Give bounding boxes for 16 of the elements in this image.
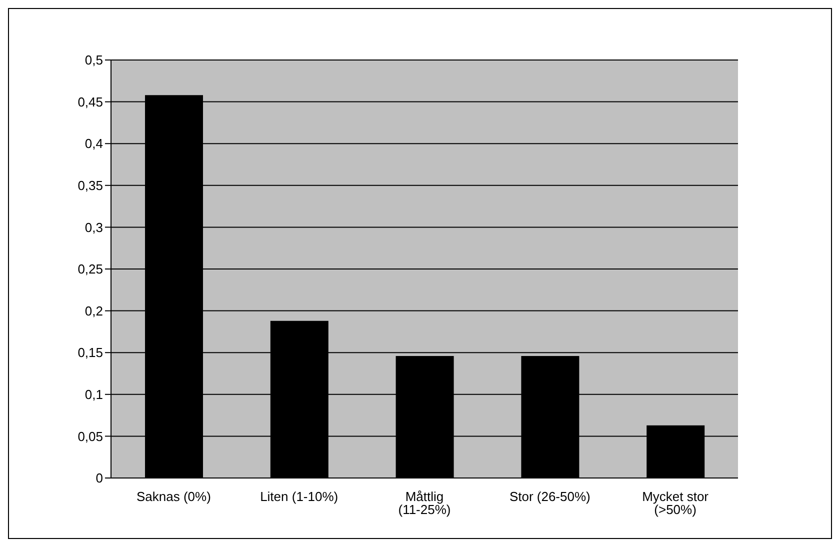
y-tick-label: 0,05 [78, 428, 103, 444]
x-tick-label: Stor (26-50%) [509, 489, 590, 504]
y-tick-label: 0,25 [78, 262, 103, 277]
x-tick-label: Mycket stor (>50%) [642, 489, 710, 518]
y-tick-label: 0,3 [84, 220, 103, 235]
y-tick-label: 0,4 [84, 136, 103, 152]
y-tick-label: 0,35 [78, 178, 103, 194]
y-tick-label: 0,2 [84, 303, 103, 318]
y-tick-label: 0,1 [84, 387, 103, 402]
x-tick-label: Liten (1-10%) [260, 489, 338, 504]
y-tick-label: 0,5 [84, 52, 103, 68]
y-tick-label: 0,45 [78, 94, 103, 110]
y-tick-label: 0,15 [78, 345, 103, 360]
x-tick-label: Saknas (0%) [136, 489, 211, 504]
x-tick-label: Måttlig (11-25%) [398, 489, 451, 518]
y-tick-label: 0 [96, 470, 103, 486]
